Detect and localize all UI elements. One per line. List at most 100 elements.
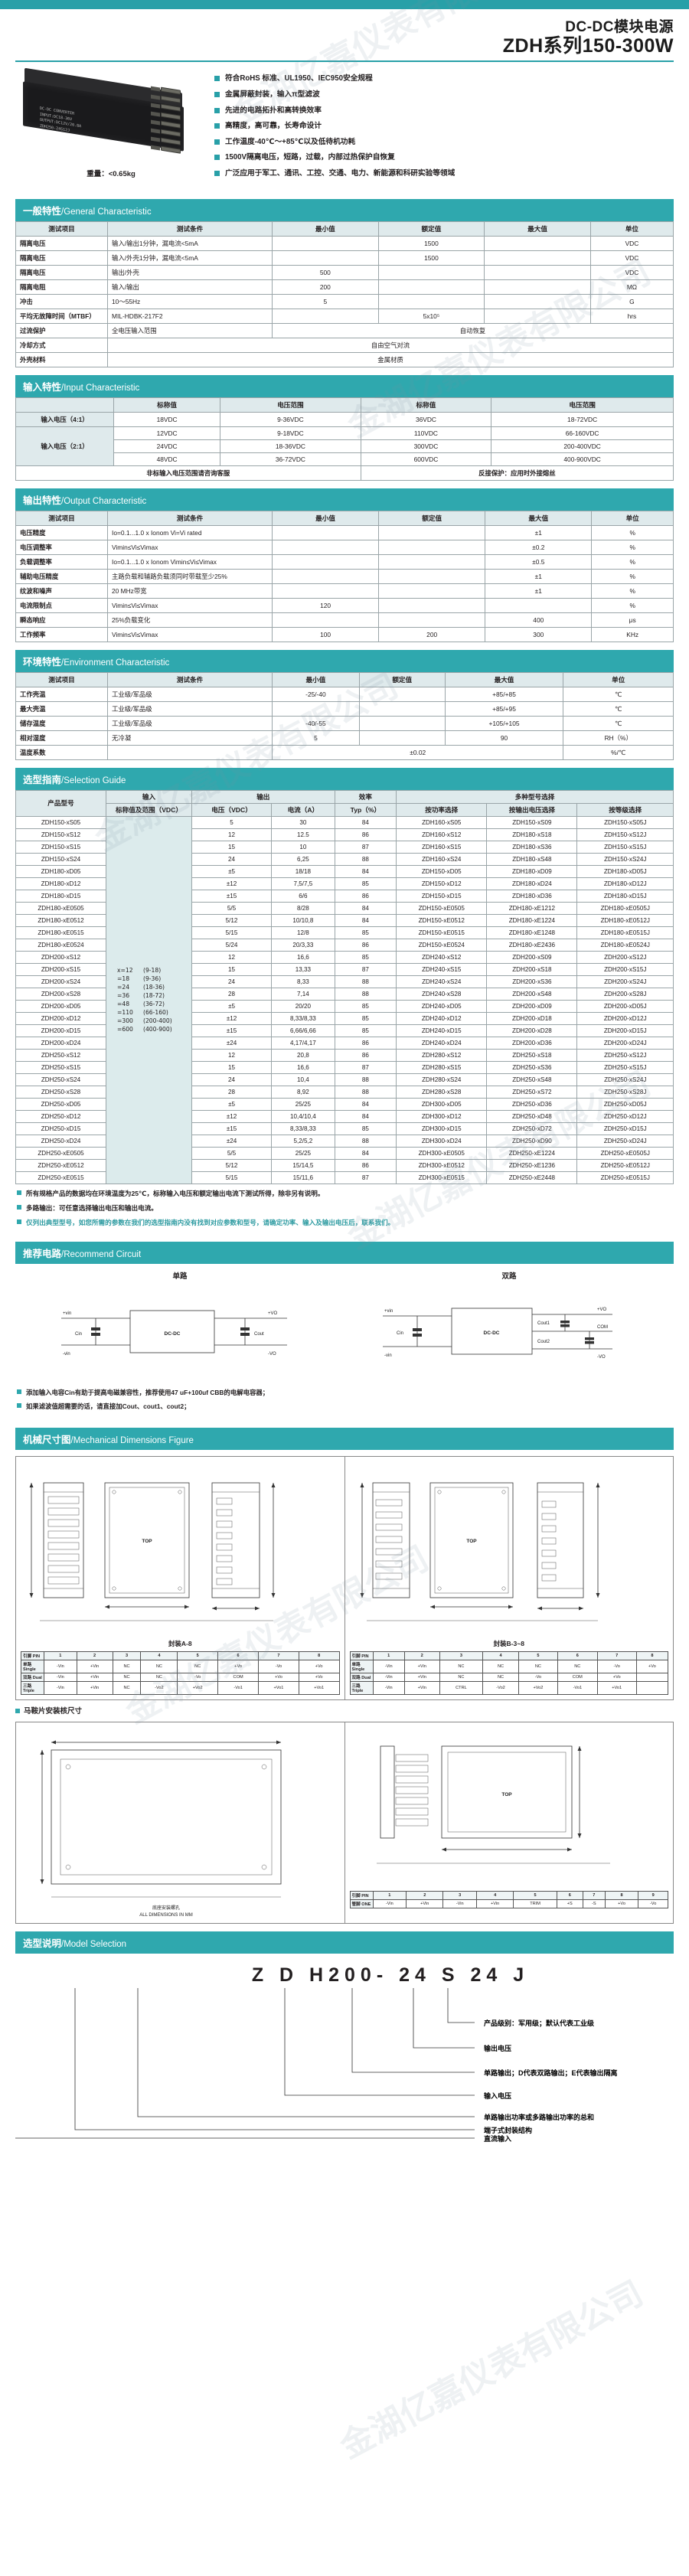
pin-function: NC (140, 1672, 178, 1682)
note-item: 仅列出典型型号，如您所需的参数在我们的选型指南内没有找到对应参数和型号，请确定功… (17, 1218, 672, 1227)
pin-function: +Vo1 (258, 1680, 299, 1695)
section-recommend-circuit: 推荐电路/Recommend Circuit (15, 1241, 674, 1264)
table-row: 电压调整率 Vimin≤Vi≤Vimax ±0.2% (15, 539, 674, 555)
col-max: 最大值 (444, 671, 564, 687)
package-label-b38: 封装B-3~8 (493, 1639, 524, 1647)
product-photo: DC-DC CONVERTER INPUT:DC18-36V OUTPUT:DC… (20, 67, 204, 165)
top-accent-bar (0, 0, 689, 9)
pin-table-row: 引脚 PIN 1 2 3 4 5 6 7 8 9 (349, 1890, 668, 1900)
pin-function (635, 1680, 669, 1695)
col-by-power: 按功率选择 (396, 802, 488, 817)
pin-function: -Vo1 (217, 1680, 260, 1695)
table-header-row: 测试项目 测试条件 最小值 额定值 最大值 单位 (15, 671, 674, 687)
pin-function: +Vo (596, 1672, 637, 1682)
col-unit: 单位 (591, 510, 674, 526)
table-row: ZDH150-xS24 24 6,25 88 ZDH160-xS24 ZDH180-xS4… (15, 852, 674, 866)
page-title-cn: DC-DC模块电源 (565, 19, 674, 35)
pin-function: +Vin (76, 1659, 113, 1673)
mechanical-drawing-row-2: 底座安装螺孔 ALL DIMENSIONS IN MM TOP (16, 1722, 673, 1923)
pin-function: -Vin (372, 1899, 407, 1908)
vin-legend-key: =24 (117, 984, 130, 991)
pin-function: +Vo (604, 1899, 639, 1908)
product-weight: 重量：<0.65kg (87, 170, 136, 179)
pin-function: +Vo1 (298, 1680, 340, 1695)
table-row: 储存温度 工业级/军品级 -40/-55 +105/+105 ℃ (15, 715, 674, 731)
pin-number: 4 (140, 1650, 178, 1660)
feature-item: 广泛应用于军工、通讯、工控、交通、电力、新能源和科研实验等领域 (214, 169, 674, 178)
pin-number: 5 (513, 1890, 557, 1900)
pin-row-label: 三路 Triple (349, 1680, 374, 1695)
pin-function: +Vo (217, 1659, 260, 1673)
dcdc-block-label-dual: DC-DC (484, 1330, 500, 1336)
pin-function: +Vin (403, 1659, 440, 1673)
square-bullet-icon (214, 155, 220, 161)
table-row: ZDH250-xD05 ±5 25/25 84 ZDH300-xD05 ZDH250-xD… (15, 1097, 674, 1111)
pin-function: -Vo (596, 1659, 637, 1673)
label-cout-single: Cout (254, 1332, 264, 1337)
pin-function: -Vo (518, 1672, 559, 1682)
col-multi-model-group: 多种型号选择 (396, 789, 674, 804)
vin-legend-range: (9-18) (143, 967, 162, 975)
mount-plate-panel: 底座安装螺孔 ALL DIMENSIONS IN MM TOP (15, 1721, 674, 1924)
table-row: ZDH250-xE0512 5/12 15/14,5 86 ZDH300-xE0512 Z… (15, 1158, 674, 1172)
table-row: 隔离电阻 输入/输出 200 MΩ (15, 279, 674, 295)
table-row: ZDH200-xS24 24 8,33 88 ZDH240-xS24 ZDH200-xS3… (15, 975, 674, 988)
square-bullet-icon (17, 1402, 21, 1408)
device-terminals (135, 81, 181, 155)
pin-number: 1 (372, 1890, 407, 1900)
col-min: 最小值 (272, 220, 379, 237)
section-general-characteristic: 一般特性/General Characteristic (15, 198, 674, 221)
label-plus-vo-dual: +VO (597, 1308, 607, 1312)
pin-table-row: 双路 Dual -Vin +Vin NC NC -Vo COM +Vo +Vo (21, 1672, 340, 1682)
pin-function: NC (439, 1672, 484, 1682)
vin-legend-key: x=12 (117, 967, 133, 975)
package-label-a8: 封装A-8 (168, 1639, 192, 1647)
pin-function: NC (518, 1659, 559, 1673)
selection-table-body: ZDH150-xS05 x=12 (9-18) =18 (9-36) =24 (18-36)… (15, 815, 674, 1184)
general-table-body: 隔离电压 输入/输出1分钟，漏电流<5mA 1500 VDC 隔离电压 输入/外壳1分钟，… (15, 235, 674, 367)
col-unit: 单位 (563, 671, 674, 687)
output-table-body: 电压精度 Io=0.1...1.0 x Ionom Vi=Vi rated ±1% 电… (15, 524, 674, 642)
label-minus-vo-dual: -VO (597, 1355, 606, 1360)
col-output-current: 电流（A） (271, 802, 335, 817)
vin-legend-range: (36-72) (143, 1001, 165, 1008)
legend-dc-input: 直流输入 (484, 2134, 511, 2143)
dim-note: ALL DIMENSIONS IN MM (139, 1913, 192, 1918)
legend-input-voltage: 输入电压 (484, 2091, 511, 2100)
pin-number: 6 (557, 1650, 598, 1660)
section-model-selection: 选型说明/Model Selection (15, 1931, 674, 1954)
vin-legend-range: (9-36) (143, 975, 162, 983)
pin-row-label: 单路 Single (349, 1659, 374, 1673)
vin-legend-range: (66-160) (143, 1009, 168, 1017)
input-table-body: 输入电压（4:1） 18VDC 9-36VDC 36VDC 18-72VDC 输入电压（2… (15, 411, 674, 481)
pin-number: 3 (439, 1650, 484, 1660)
pin-row-label: 引脚 PIN (349, 1650, 374, 1660)
label-plus-vin-single: +vin (63, 1311, 71, 1316)
table-header-row: 测试项目 测试条件 最小值 额定值 最大值 单位 (15, 220, 674, 237)
table-row: ZDH200-xD15 ±15 6,66/6,66 85 ZDH240-xD15 ZDH2… (15, 1024, 674, 1037)
col-condition: 测试条件 (107, 671, 273, 687)
col-output-group: 输出 (191, 789, 335, 804)
vin-legend-key: =36 (117, 992, 130, 1000)
pin-function: +S (556, 1899, 583, 1908)
pin-function: -Vo2 (140, 1680, 178, 1695)
selection-guide-table: 产品型号 输入 输出 效率 多种型号选择 标称值及范围（VDC） 电压（VDC）… (15, 789, 674, 1184)
environment-table-body: 工作壳温 工业级/军品级 -25/-40 +85/+85 ℃ 最大壳温 工业级/军品级 +85… (15, 686, 674, 760)
pin-function: CTRL (439, 1680, 484, 1695)
table-row: 工作壳温 工业级/军品级 -25/-40 +85/+85 ℃ (15, 686, 674, 702)
section-selection-guide: 选型指南/Selection Guide (15, 767, 674, 790)
pin-function: +Vin (76, 1672, 113, 1682)
pin-function (635, 1672, 669, 1682)
label-minus-vin-single: -vin (63, 1352, 70, 1357)
pin-number: 1 (372, 1650, 405, 1660)
pin-function: -Vo (638, 1899, 668, 1908)
col-efficiency-group: 效率 (334, 789, 397, 804)
table-row: ZDH250-xE0505 5/5 25/25 84 ZDH300-xE0505 ZDH2… (15, 1146, 674, 1160)
pin-function: NC (482, 1659, 519, 1673)
col-nom: 额定值 (377, 220, 485, 237)
table-row: 隔离电压 输入/外壳1分钟，漏电流<5mA 1500 VDC (15, 250, 674, 266)
table-header-row-1: 产品型号 输入 输出 效率 多种型号选择 (15, 789, 674, 817)
input-footer-right: 反接保护：应用时外接熔丝 (360, 465, 674, 481)
vin-legend-item: =48 (36-72) (117, 1000, 191, 1008)
label-minus-vin-dual: -vin (384, 1353, 392, 1358)
